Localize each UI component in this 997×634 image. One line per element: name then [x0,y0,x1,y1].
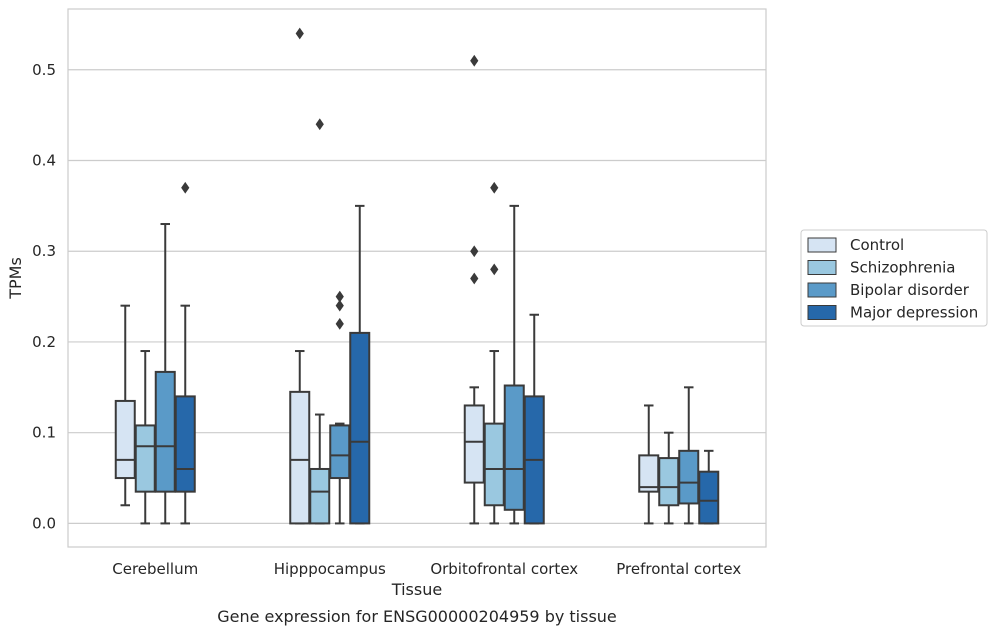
box-major-depression [523,313,545,525]
outlier-point [335,299,344,312]
x-axis-ticks: Cerebellum Hipppocampus Orbitofrontal cort… [112,560,741,578]
box-body [658,457,680,507]
y-tick-label: 0.4 [32,152,56,170]
box-body [174,395,196,493]
legend-label: Schizophrenia [850,259,955,277]
y-tick-label: 0.0 [32,514,56,532]
y-axis-ticks: 0.0 0.1 0.2 0.3 0.4 0.5 [32,61,56,533]
box-body [483,422,505,507]
box-control [463,54,485,525]
box-bipolar-disorder [154,223,176,525]
legend: Control Schizophrenia Bipolar disorder Majo… [800,229,988,327]
box-body [309,467,331,525]
plot-frame [67,8,767,548]
box-body [503,384,525,511]
legend-label: Control [850,236,904,254]
plot-area [67,8,767,548]
outlier-point [470,272,479,285]
legend-swatch-bipolar-disorder [807,282,837,298]
box-body [134,424,156,493]
box-control [638,404,660,525]
box-bipolar-disorder [329,290,351,525]
legend-frame [800,229,988,327]
y-tick-label: 0.5 [32,61,56,79]
box-control [289,27,311,525]
outlier-point [315,118,324,131]
box-major-depression [698,449,720,525]
outlier-point [490,181,499,194]
box-bipolar-disorder [503,204,525,525]
legend-swatch-control [807,237,837,253]
box-schizophrenia [658,431,680,525]
legend-swatch-major-depression [807,305,837,320]
outlier-point [470,54,479,67]
x-tick-label: Hipppocampus [274,560,386,578]
box-control [114,304,136,507]
box-schizophrenia [134,350,156,525]
outlier-point [295,27,304,40]
box-body [463,404,485,484]
y-axis-label: TPMs [6,257,25,300]
box-bipolar-disorder [678,386,700,525]
legend-label: Bipolar disorder [850,281,970,299]
box-major-depression [174,181,196,525]
box-body [678,449,700,505]
box-series [114,27,720,525]
outlier-point [181,181,190,194]
x-tick-label: Orbitofrontal cortex [430,560,578,578]
box-major-depression [349,204,371,525]
outlier-point [335,317,344,330]
outlier-point [490,263,499,276]
y-tick-label: 0.1 [32,424,56,442]
y-tick-label: 0.3 [32,242,56,260]
box-body [349,331,371,525]
box-body [154,370,176,493]
legend-swatch-schizophrenia [807,260,837,275]
box-body [289,390,311,525]
x-tick-label: Cerebellum [112,560,198,578]
outlier-point [470,245,479,258]
legend-label: Major depression [850,304,978,322]
y-tick-label: 0.2 [32,333,56,351]
box-schizophrenia [309,118,331,525]
x-axis-label: Tissue [391,580,442,599]
box-schizophrenia [483,181,505,525]
box-body [698,470,720,525]
box-body [114,399,136,480]
x-tick-label: Prefrontal cortex [616,560,741,578]
box-body [329,424,351,480]
figure-caption: Gene expression for ENSG00000204959 by t… [217,607,617,626]
